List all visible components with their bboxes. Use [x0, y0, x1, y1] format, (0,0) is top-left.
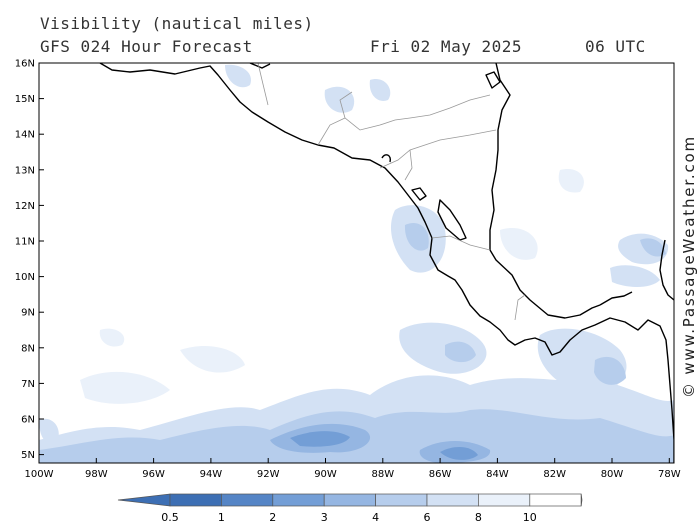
lat-tick-label: 6N	[21, 415, 35, 426]
legend-arrow-right	[580, 493, 583, 507]
legend-label: 1	[218, 511, 225, 524]
forecast-label: GFS 024 Hour Forecast	[40, 37, 253, 56]
legend-swatch	[426, 493, 479, 507]
legend-swatch	[323, 493, 376, 507]
lat-tick-label: 8N	[21, 343, 35, 354]
lat-tick-label: 7N	[21, 379, 35, 390]
lat-tick-label: 16N	[15, 59, 35, 70]
lat-tick-label: 11N	[15, 237, 35, 248]
legend-label: 3	[321, 511, 328, 524]
lat-tick-label: 12N	[15, 201, 35, 212]
lat-tick-label: 14N	[15, 130, 35, 141]
visibility-shading	[39, 64, 674, 463]
legend-swatch	[375, 493, 428, 507]
legend-label: 8	[475, 511, 482, 524]
longitude-axis: 100W 98W 96W 94W 92W 90W 88W 86W 84W 82W 80W 78W	[25, 458, 681, 480]
legend-label: 4	[372, 511, 379, 524]
legend-swatch	[478, 493, 531, 507]
lon-tick-label: 78W	[658, 469, 681, 480]
legend-swatch	[221, 493, 274, 507]
forecast-date: Fri 02 May 2025	[370, 37, 522, 56]
lon-tick-label: 82W	[543, 469, 566, 480]
color-legend: 0.5 1 2 3 4 6 8 10	[117, 493, 583, 524]
legend-label: 10	[523, 511, 537, 524]
lat-tick-label: 9N	[21, 308, 35, 319]
lon-tick-label: 96W	[142, 469, 165, 480]
chart-title: Visibility (nautical miles)	[40, 14, 314, 33]
latitude-axis: 16N 15N 14N 13N 12N 11N 10N 9N 8N 7N 6N 5N	[15, 59, 44, 461]
lon-tick-label: 84W	[486, 469, 509, 480]
lon-tick-label: 94W	[200, 469, 223, 480]
forecast-time: 06 UTC	[585, 37, 646, 56]
lat-tick-label: 15N	[15, 94, 35, 105]
lon-tick-label: 90W	[314, 469, 337, 480]
legend-arrow-left	[117, 493, 171, 507]
legend-label: 6	[424, 511, 431, 524]
lon-tick-label: 80W	[601, 469, 624, 480]
borders	[257, 63, 526, 321]
legend-label: 0.5	[161, 511, 179, 524]
lon-tick-label: 86W	[429, 469, 452, 480]
lat-tick-label: 5N	[21, 450, 35, 461]
coastline	[99, 63, 674, 463]
lat-tick-label: 10N	[15, 272, 35, 283]
credit-watermark: © www.PassageWeather.com	[680, 135, 698, 398]
lon-tick-label: 100W	[25, 469, 54, 480]
legend-label: 2	[269, 511, 276, 524]
legend-swatch	[169, 493, 222, 507]
lon-tick-label: 88W	[371, 469, 394, 480]
legend-swatch	[272, 493, 325, 507]
map-frame	[38, 62, 675, 464]
lon-tick-label: 98W	[85, 469, 108, 480]
map-area	[39, 63, 674, 463]
legend-swatch	[529, 493, 582, 507]
lon-tick-label: 92W	[257, 469, 280, 480]
lat-tick-label: 13N	[15, 165, 35, 176]
